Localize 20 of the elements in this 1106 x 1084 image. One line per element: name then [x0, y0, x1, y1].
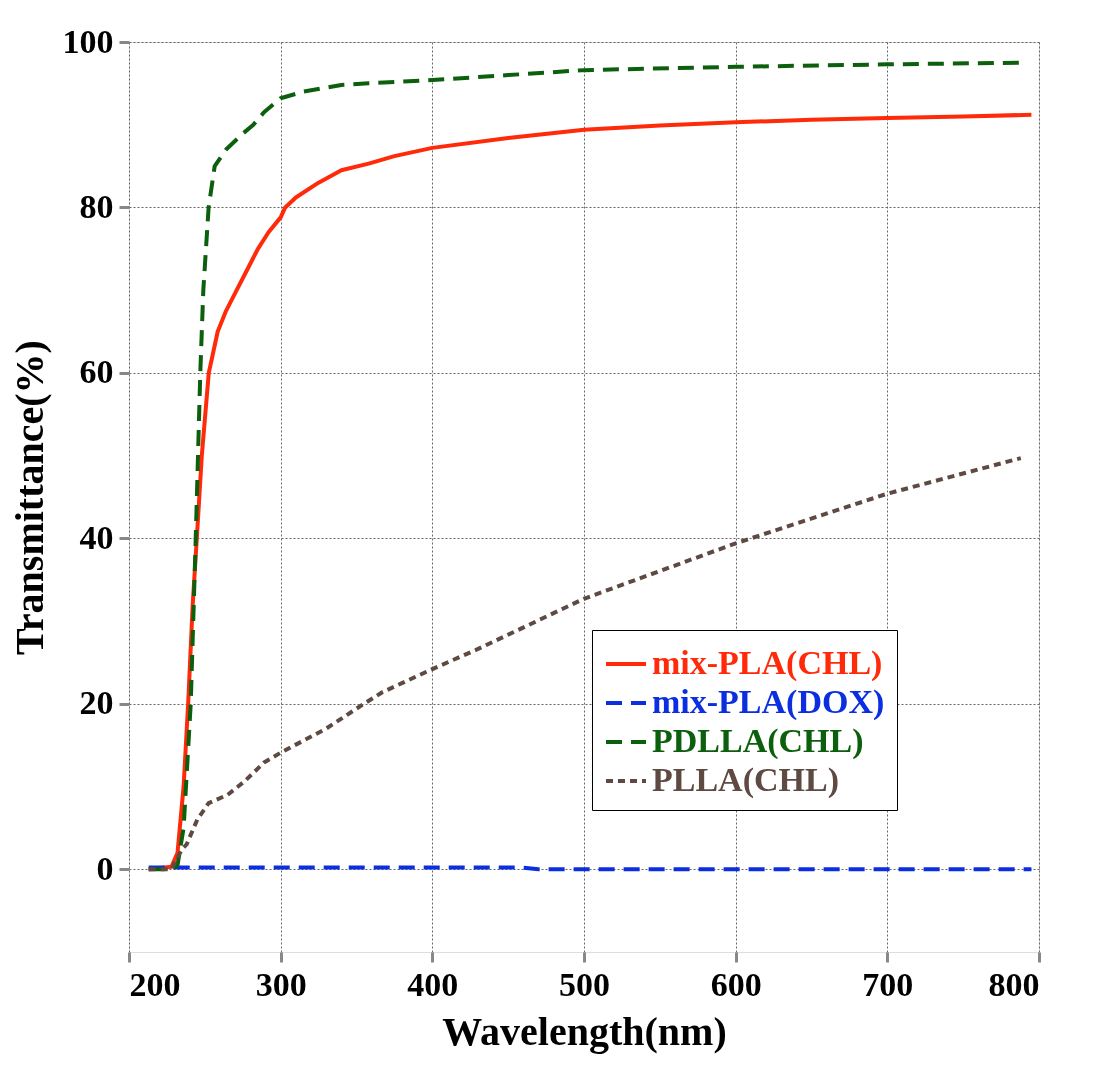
x-tick-label: 300 — [255, 965, 307, 1003]
y-tick-label: 60 — [79, 353, 114, 391]
legend-label: mix-PLA(CHL) — [652, 644, 883, 682]
x-tick-label: 500 — [559, 965, 610, 1003]
x-axis-title: Wavelength(nm) — [442, 1008, 727, 1054]
x-tick-label: 800 — [988, 965, 1040, 1003]
line-series — [146, 456, 1023, 872]
legend-label: PDLLA(CHL) — [652, 722, 864, 760]
y-tick-label: 100 — [62, 22, 114, 60]
y-tick-label: 20 — [79, 684, 114, 722]
x-tick-label: 200 — [129, 965, 181, 1003]
y-tick-label: 80 — [79, 187, 114, 225]
x-tick-label: 400 — [407, 965, 459, 1003]
x-tick-label: 700 — [862, 965, 914, 1003]
y-tick-label: 40 — [79, 518, 114, 556]
legend-label: PLLA(CHL) — [652, 761, 839, 799]
y-tick-label: 0 — [96, 849, 114, 887]
x-tick-label: 600 — [710, 965, 762, 1003]
y-axis-title: Transmittance(%) — [6, 340, 52, 655]
legend-label: mix-PLA(DOX) — [652, 683, 885, 721]
